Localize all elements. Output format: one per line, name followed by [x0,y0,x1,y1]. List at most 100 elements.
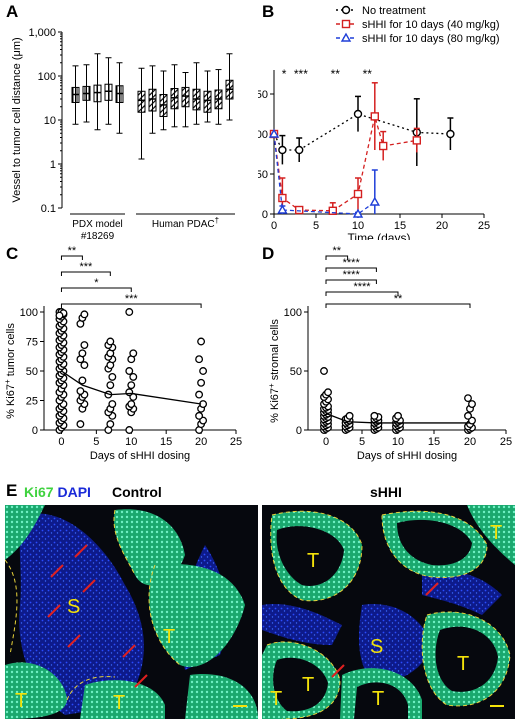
x-tick-label: 15 [428,436,440,448]
significance-label: ** [333,245,342,257]
x-tick-label: 20 [436,220,448,232]
stroma-label: S [67,596,80,618]
scale-bar [490,705,504,707]
x-tick-label: 0 [271,220,277,232]
significance-label: * [94,277,99,289]
data-point [195,390,204,399]
y-tick-label: 10 [44,115,56,127]
significance-bracket [60,287,132,292]
box [170,87,179,110]
data-point [78,376,87,385]
data-point [106,381,115,390]
y-tick-label: 0 [32,425,38,437]
data-point [352,208,364,218]
y-tick-label: 1 [50,159,56,171]
data-point [195,411,204,420]
data-point [446,129,455,139]
tumor-label: T [163,626,175,648]
y-tick-label: 100 [38,71,56,83]
x-tick-label: 0 [323,436,329,448]
chart-a-box-plot: 0.1 1 10 100 1,000 Vessel to tumor cell dista… [11,27,235,240]
data-point [369,196,381,206]
box [181,86,190,108]
x-tick-label: 5 [313,220,319,232]
mean-line [325,412,470,424]
tumor-label: T [113,692,125,714]
legend-label: sHHI for 10 days (80 mg/kg) [362,33,500,45]
tumor-label: T [307,550,319,572]
y-tick-label: 0 [262,209,268,221]
data-point [108,400,117,408]
data-point [278,193,287,203]
x-tick-label: 20 [195,436,207,448]
tumor-label: T [490,522,502,544]
mean-line [61,370,202,405]
significance-marker: * [282,67,287,81]
control-arrows [47,544,148,688]
data-point [394,411,402,420]
shhi-micrograph: T T S T T T T [262,505,515,719]
series-line [273,133,376,215]
x-tick-label: 25 [500,436,512,448]
chart-d-stromal-scatter: 0 50 100 0 5 10 15 20 25 Days of sHHI dosing % Ki6… [267,245,512,462]
significance-label: ** [68,245,77,257]
x-tick-label: 5 [93,436,99,448]
scale-bar [233,705,247,707]
data-point [197,337,206,346]
significance-bracket [325,279,377,284]
data-point [328,206,338,216]
significance-label: ** [394,293,403,305]
stain-legend: Ki67 DAPI [24,484,91,500]
x-tick-label: 10 [392,436,404,448]
y-tick-label: 50 [26,366,38,378]
x-tick-label: 15 [394,220,406,232]
box [104,83,113,101]
data-point [464,394,472,403]
significance-label: **** [343,269,361,281]
data-point [341,5,351,15]
tumor-label: T [372,688,384,710]
data-point [199,367,208,375]
box [148,88,157,112]
significance-label: *** [125,293,139,305]
y-tick-label: 100 [284,307,302,319]
x-axis-label: Days of sHHI dosing [357,450,457,462]
significance-marker: ** [363,67,373,81]
x-tick-label: 25 [230,436,242,448]
x-tick-label: 10 [352,220,364,232]
data-point [80,341,89,349]
significance-bracket [325,267,377,272]
control-micrograph: S T T T [5,505,258,719]
panel-label-e: E [6,481,18,500]
legend-label: sHHI for 10 days (40 mg/kg) [362,19,500,31]
x-tick-label: 15 [160,436,172,448]
y-tick-label: 75 [26,337,38,349]
data-point [345,411,354,420]
series-line [273,113,451,151]
y-tick-label: 0.1 [41,203,56,215]
stain-ki67-label: Ki67 [24,484,54,500]
data-point [106,420,115,429]
significance-label: **** [353,281,371,293]
data-point [464,411,472,420]
data-point [295,145,304,155]
y-tick-label: 50 [290,366,302,378]
x-axis-label: Time (days) [348,231,411,240]
data-point [353,189,363,199]
y-tick-label: 150 [258,89,268,101]
significance-bracket [60,255,83,260]
control-title: Control [112,484,162,500]
data-point [55,311,64,320]
data-point [80,310,89,319]
panel-label-b: B [262,2,275,21]
legend-label: No treatment [362,5,426,17]
data-point [268,128,280,138]
stain-dapi-label: DAPI [57,484,91,500]
panel-label-a: A [6,2,19,21]
y-tick-label: 1,000 [28,27,56,39]
significance-label: *** [79,261,93,273]
x-tick-label: 0 [58,436,64,448]
shhi-arrows [331,582,439,678]
data-point [80,361,89,370]
data-point [341,19,351,29]
